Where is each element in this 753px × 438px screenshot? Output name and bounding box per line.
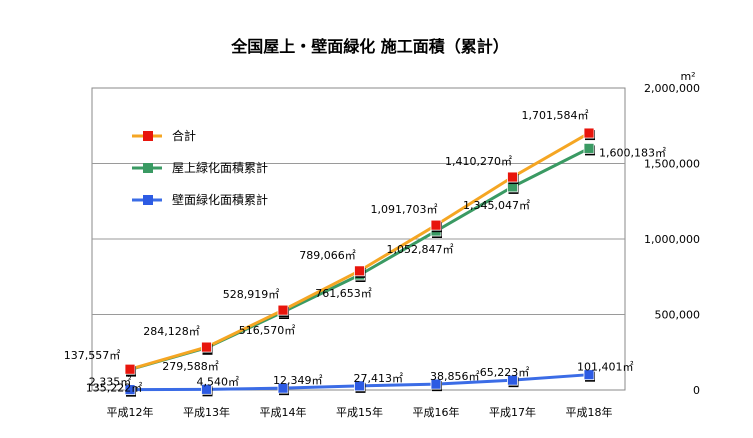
data-point: [583, 369, 595, 381]
chart-title: 全国屋上・壁面緑化 施工面積（累計）: [230, 37, 509, 56]
x-tick-label: 平成13年: [183, 405, 230, 419]
data-point: [124, 384, 136, 396]
data-labels: 137,557㎡ 284,128㎡ 528,919㎡ 789,066㎡ 1,091,70…: [64, 109, 666, 395]
data-point: [354, 265, 365, 277]
y-tick-label: 1,500,000: [644, 158, 700, 171]
data-label: 516,570㎡: [239, 324, 296, 337]
data-label: 1,410,270㎡: [445, 155, 512, 168]
data-label: 528,919㎡: [223, 288, 280, 301]
data-label: 1,345,047㎡: [463, 199, 530, 212]
y-tick-label: 0: [693, 384, 700, 397]
x-tick-label: 平成17年: [489, 405, 536, 419]
data-label: 65,223㎡: [480, 366, 530, 379]
y-tick-label: 1,000,000: [644, 233, 700, 246]
data-label: 279,588㎡: [162, 360, 219, 373]
data-point: [430, 219, 442, 231]
data-label: 789,066㎡: [299, 249, 356, 262]
y-tick-label: 500,000: [655, 309, 701, 322]
data-point: [507, 171, 518, 183]
data-point: [277, 304, 289, 316]
data-label: 1,091,703㎡: [371, 203, 438, 216]
legend-marker: [143, 131, 153, 141]
legend-marker: [143, 195, 153, 205]
data-point: [583, 142, 595, 154]
x-tick-label: 平成18年: [566, 405, 613, 419]
x-tick-label: 平成14年: [260, 405, 307, 419]
data-label: 284,128㎡: [143, 325, 200, 338]
x-tick-label: 平成16年: [413, 405, 460, 419]
legend-label: 屋上緑化面積累計: [172, 160, 268, 175]
data-point: [201, 383, 212, 395]
x-tick-label: 平成15年: [336, 405, 383, 419]
data-label: 137,557㎡: [64, 349, 121, 362]
data-point: [583, 127, 595, 139]
data-label: 12,349㎡: [273, 374, 323, 387]
legend-label: 壁面緑化面積累計: [172, 192, 268, 207]
legend-marker: [143, 163, 153, 173]
data-label: 135,222㎡: [86, 382, 143, 395]
data-label: 2,335㎡: [89, 376, 132, 389]
data-point: [507, 374, 518, 386]
data-label: 761,653㎡: [315, 287, 372, 300]
data-label: 1,600,183㎡: [599, 146, 666, 159]
x-tick-label: 平成12年: [107, 405, 154, 419]
data-label: 1,052,847㎡: [387, 243, 454, 256]
y-axis-unit-label: m²: [680, 70, 695, 83]
data-point: [430, 378, 442, 390]
data-point: [124, 363, 136, 375]
x-axis-ticks: 平成12年 平成13年 平成14年 平成15年 平成16年 平成17年 平成18年: [107, 405, 613, 419]
data-point: [201, 341, 212, 353]
data-point: [354, 380, 365, 392]
legend-label: 合計: [172, 128, 196, 143]
data-label: 38,856㎡: [430, 370, 480, 383]
series: [124, 127, 595, 397]
y-tick-label: 2,000,000: [644, 82, 700, 95]
data-label: 27,413㎡: [354, 372, 404, 385]
y-axis-ticks: 0 500,000 1,000,000 1,500,000 2,000,000: [644, 82, 700, 397]
data-point: [277, 382, 289, 394]
data-label: 101,401㎡: [577, 361, 634, 374]
data-label: 1,701,584㎡: [522, 109, 589, 122]
data-label: 4,540㎡: [197, 375, 240, 388]
